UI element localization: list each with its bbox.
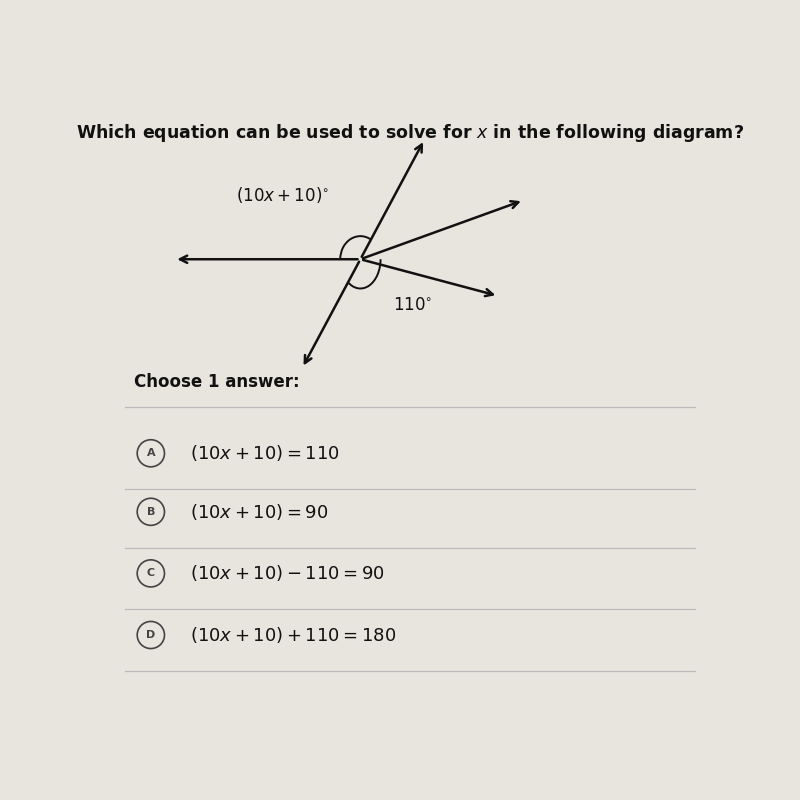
Text: $(10x + 10)^{\circ}$: $(10x + 10)^{\circ}$ bbox=[236, 185, 330, 205]
Text: $(10x + 10) - 110 = 90$: $(10x + 10) - 110 = 90$ bbox=[190, 563, 385, 583]
Text: $(10x + 10) + 110 = 180$: $(10x + 10) + 110 = 180$ bbox=[190, 625, 396, 645]
Text: B: B bbox=[146, 507, 155, 517]
Text: $(10x + 10) = 90$: $(10x + 10) = 90$ bbox=[190, 502, 328, 522]
Text: Which equation can be used to solve for $x$ in the following diagram?: Which equation can be used to solve for … bbox=[76, 122, 744, 144]
Text: $110^{\circ}$: $110^{\circ}$ bbox=[394, 297, 433, 314]
Text: D: D bbox=[146, 630, 155, 640]
Text: A: A bbox=[146, 448, 155, 458]
Text: C: C bbox=[146, 568, 155, 578]
Text: Choose 1 answer:: Choose 1 answer: bbox=[134, 374, 300, 391]
Text: $(10x + 10) = 110$: $(10x + 10) = 110$ bbox=[190, 443, 339, 463]
